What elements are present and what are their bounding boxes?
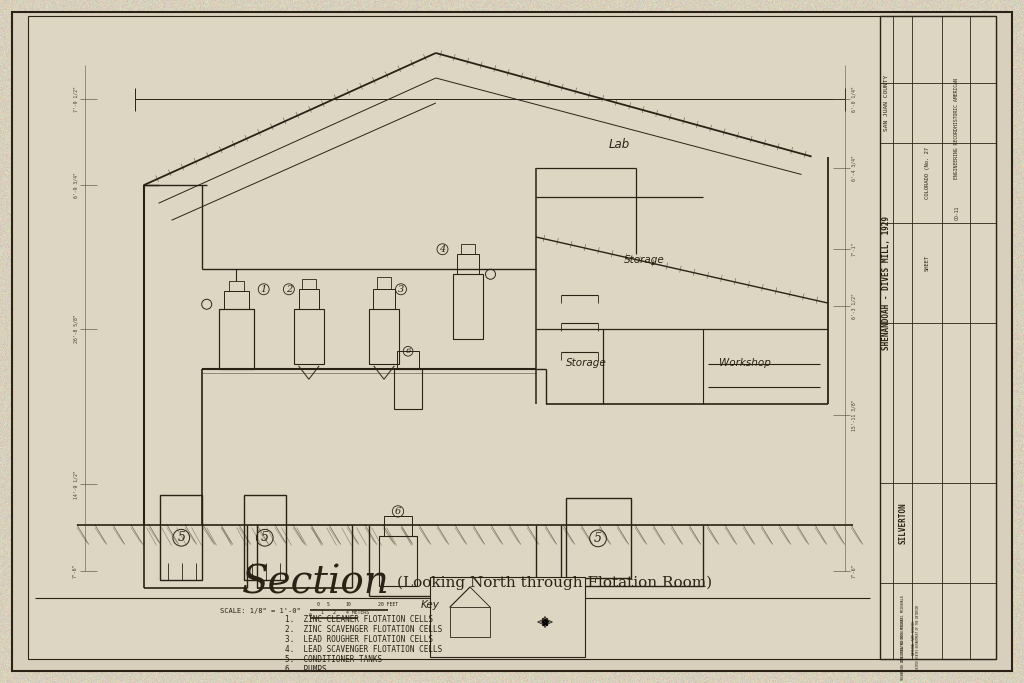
Text: Key: Key <box>421 600 439 610</box>
Bar <box>228 281 244 291</box>
Bar <box>373 289 395 309</box>
Text: 14'-9 1/2": 14'-9 1/2" <box>73 470 78 499</box>
Text: 7'-9 1/2": 7'-9 1/2" <box>73 86 78 112</box>
Text: (Looking North through Flotation Room): (Looking North through Flotation Room) <box>397 576 712 590</box>
Text: Workshop: Workshop <box>719 359 771 369</box>
Text: 4.  LEAD SCAVENGER FLOTATION CELLS: 4. LEAD SCAVENGER FLOTATION CELLS <box>285 645 442 654</box>
Text: 4: 4 <box>439 245 445 254</box>
Text: 5: 5 <box>327 602 330 607</box>
Text: NATIONAL PARK SERVICE
UNITED STATES DEPARTMENT OF THE INTERIOR: NATIONAL PARK SERVICE UNITED STATES DEPA… <box>911 606 921 671</box>
Text: 4 METERS: 4 METERS <box>346 610 370 615</box>
Text: DELINEATED BY: MICHAEL MCDONALD: DELINEATED BY: MICHAEL MCDONALD <box>901 595 905 661</box>
Bar <box>430 577 585 657</box>
Bar <box>219 309 254 370</box>
Bar <box>219 309 254 370</box>
Text: 3.  LEAD ROUGHER FLOTATION CELLS: 3. LEAD ROUGHER FLOTATION CELLS <box>285 635 433 644</box>
Bar <box>461 245 474 254</box>
Bar <box>566 499 631 579</box>
Text: 15'-11 3/8": 15'-11 3/8" <box>852 400 857 431</box>
Bar <box>294 309 324 364</box>
Text: 5.  CONDITIONER TANKS: 5. CONDITIONER TANKS <box>285 655 382 664</box>
Text: 2.  ZINC SCAVENGER FLOTATION CELLS: 2. ZINC SCAVENGER FLOTATION CELLS <box>285 625 442 634</box>
Text: 2: 2 <box>333 610 336 615</box>
Text: 6.  PUMPS: 6. PUMPS <box>285 665 327 674</box>
Bar <box>397 351 419 370</box>
Text: 2: 2 <box>286 285 292 294</box>
Text: Storage: Storage <box>565 359 606 369</box>
Text: ENGINEERING RECORD: ENGINEERING RECORD <box>954 127 959 179</box>
Text: 7'-6": 7'-6" <box>73 563 78 578</box>
Text: SAN JUAN COUNTY: SAN JUAN COUNTY <box>885 75 890 131</box>
Bar <box>369 309 399 364</box>
Bar <box>379 536 417 587</box>
Text: 5: 5 <box>261 531 268 544</box>
Text: 1: 1 <box>321 610 324 615</box>
Text: SHENANDOAH-DIVES MILL RECORDING PROJECT: SHENANDOAH-DIVES MILL RECORDING PROJECT <box>901 616 905 680</box>
Text: 3: 3 <box>398 285 404 294</box>
Text: Storage: Storage <box>625 255 665 265</box>
Text: HISTORIC AMERICAN: HISTORIC AMERICAN <box>954 79 959 128</box>
Text: 6'-0 1/4": 6'-0 1/4" <box>852 86 857 112</box>
Text: 6'-4 3/4": 6'-4 3/4" <box>852 155 857 181</box>
Bar <box>377 277 391 289</box>
Text: SCALE: 1/8" = 1'-0": SCALE: 1/8" = 1'-0" <box>220 608 301 614</box>
Text: 26'-8 5/8": 26'-8 5/8" <box>73 315 78 344</box>
Bar <box>302 279 315 289</box>
Text: 20 FEET: 20 FEET <box>378 602 398 607</box>
Text: Section: Section <box>243 565 390 602</box>
Text: SHENANDOAH - DIVES MILL, 1929: SHENANDOAH - DIVES MILL, 1929 <box>883 216 892 350</box>
Text: 1.  ZINC CLEANER FLOTATION CELLS: 1. ZINC CLEANER FLOTATION CELLS <box>285 615 433 624</box>
Bar <box>453 275 482 339</box>
Text: 5: 5 <box>594 532 602 545</box>
Bar <box>880 16 996 659</box>
Text: 0: 0 <box>316 602 319 607</box>
Bar <box>394 370 422 409</box>
Bar <box>384 516 412 536</box>
Text: 6'-9 3/4": 6'-9 3/4" <box>73 172 78 198</box>
Bar <box>457 254 478 275</box>
Text: 7'-6": 7'-6" <box>852 563 857 578</box>
Text: 10: 10 <box>345 602 351 607</box>
Text: SHEET: SHEET <box>925 255 930 271</box>
Text: SILVERTON: SILVERTON <box>898 502 907 544</box>
Text: 7'-1": 7'-1" <box>852 241 857 255</box>
Bar <box>299 289 318 309</box>
Text: Lab: Lab <box>609 139 630 152</box>
Text: 6: 6 <box>395 507 401 516</box>
Text: 6: 6 <box>406 347 411 355</box>
Bar <box>160 494 203 580</box>
Text: 6'-3 1/2": 6'-3 1/2" <box>852 293 857 319</box>
Text: 1: 1 <box>260 285 267 294</box>
Text: COLORADO (No. 27: COLORADO (No. 27 <box>925 147 930 199</box>
Text: 5: 5 <box>177 531 185 544</box>
Text: CO-11: CO-11 <box>954 206 959 220</box>
Bar <box>244 494 286 580</box>
Text: 0: 0 <box>308 613 311 618</box>
Bar <box>223 291 249 309</box>
